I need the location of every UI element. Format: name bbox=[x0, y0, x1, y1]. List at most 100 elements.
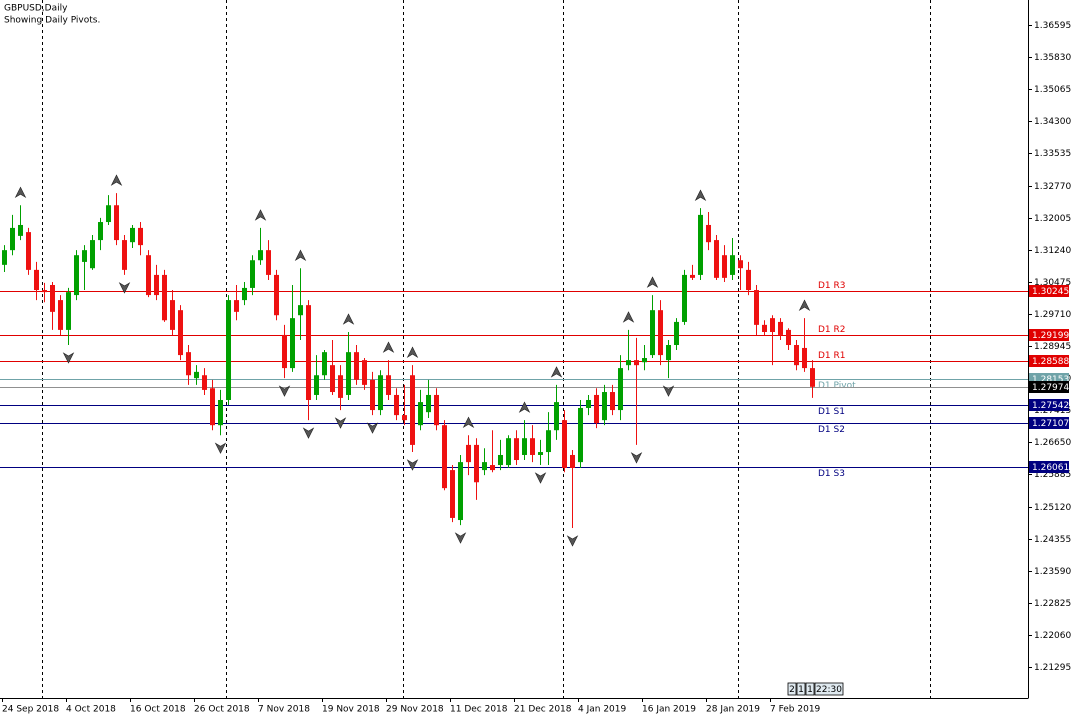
fractal-down bbox=[302, 427, 315, 439]
candle-body bbox=[114, 205, 119, 241]
candle-body bbox=[66, 292, 71, 330]
pivot-box bbox=[1029, 399, 1069, 411]
x-tick-label: 24 Sep 2018 bbox=[2, 705, 59, 715]
fractal-down bbox=[566, 535, 579, 547]
pivot-label: D1 S2 bbox=[818, 425, 845, 435]
candle-body bbox=[538, 452, 543, 455]
fractal-up bbox=[550, 366, 563, 378]
candle-body bbox=[170, 300, 175, 330]
candle-body bbox=[138, 227, 143, 246]
candle-body bbox=[234, 300, 239, 312]
candle-body bbox=[658, 310, 663, 356]
x-tick-label: 7 Feb 2019 bbox=[770, 705, 821, 715]
candle-body bbox=[338, 375, 343, 398]
candle-body bbox=[634, 360, 639, 366]
pivot-box bbox=[1029, 461, 1069, 473]
fractal-down bbox=[454, 532, 467, 544]
x-tick-label: 21 Dec 2018 bbox=[514, 705, 572, 715]
x-tick-label: 19 Nov 2018 bbox=[322, 705, 380, 715]
candle-body bbox=[586, 399, 591, 408]
fractal-down bbox=[366, 422, 379, 434]
y-tick-label: 1.25885 bbox=[1034, 470, 1071, 480]
y-tick-label: 1.32005 bbox=[1034, 214, 1071, 224]
candle-body bbox=[434, 394, 439, 426]
candle-body bbox=[626, 360, 631, 366]
y-tick-label: 1.30475 bbox=[1034, 278, 1071, 288]
y-tick-label: 1.23590 bbox=[1034, 567, 1071, 577]
fractal-up bbox=[518, 401, 531, 413]
chart-subtitle: Showing Daily Pivots. bbox=[4, 16, 100, 26]
candle-body bbox=[498, 454, 503, 466]
candle-body bbox=[218, 399, 223, 426]
pivot-box bbox=[1029, 417, 1069, 429]
candle-body bbox=[402, 415, 407, 421]
pivot-label: D1 R2 bbox=[818, 325, 846, 335]
candle-body bbox=[746, 269, 751, 291]
candle-body bbox=[530, 438, 535, 455]
candle-body bbox=[34, 269, 39, 291]
y-tick-label: 1.36595 bbox=[1034, 21, 1071, 31]
fractal-down bbox=[662, 385, 675, 397]
candle-body bbox=[554, 402, 559, 431]
candle-body bbox=[450, 470, 455, 518]
candle-body bbox=[178, 310, 183, 356]
pivot-value: 1.27542 bbox=[1032, 401, 1069, 411]
timer-text: 2 bbox=[789, 685, 795, 695]
candle-body bbox=[378, 375, 383, 411]
fractal-up bbox=[382, 341, 395, 353]
candle-body bbox=[74, 255, 79, 296]
candle-body bbox=[426, 394, 431, 413]
candle-body bbox=[674, 321, 679, 346]
candle-body bbox=[602, 392, 607, 421]
candle-body bbox=[578, 407, 583, 463]
timer-box bbox=[787, 682, 797, 696]
candle-body bbox=[154, 274, 159, 296]
fractal-up bbox=[14, 186, 27, 199]
candle-body bbox=[146, 255, 151, 296]
candle-body bbox=[594, 394, 599, 424]
candle-body bbox=[570, 454, 575, 468]
fractal-down bbox=[406, 459, 419, 471]
x-tick-label: 4 Jan 2019 bbox=[578, 705, 626, 715]
y-tick-label: 1.31240 bbox=[1034, 246, 1071, 256]
y-tick-label: 1.35830 bbox=[1034, 53, 1071, 63]
candle-body bbox=[298, 305, 303, 316]
candle-body bbox=[98, 222, 103, 241]
candle-body bbox=[754, 290, 759, 325]
candle-body bbox=[506, 438, 511, 466]
pivot-box bbox=[1029, 329, 1069, 341]
candle-body bbox=[730, 255, 735, 275]
y-tick-label: 1.28945 bbox=[1034, 342, 1071, 352]
candle-body bbox=[210, 388, 215, 426]
candle-body bbox=[562, 420, 567, 468]
y-tick-label: 1.35065 bbox=[1034, 85, 1071, 95]
candle-body bbox=[418, 402, 423, 426]
candle-body bbox=[10, 227, 15, 251]
pivot-label: D1 R1 bbox=[818, 351, 846, 361]
candle-body bbox=[722, 255, 727, 278]
candle-body bbox=[474, 444, 479, 483]
candle-body bbox=[202, 375, 207, 390]
y-tick-label: 1.32770 bbox=[1034, 182, 1071, 192]
fractal-down bbox=[214, 442, 227, 454]
y-tick-label: 1.22060 bbox=[1034, 631, 1071, 641]
timer-box bbox=[796, 682, 806, 696]
candle-body bbox=[26, 232, 31, 270]
candle-body bbox=[290, 318, 295, 369]
candle-body bbox=[458, 462, 463, 521]
fractal-down bbox=[534, 472, 547, 484]
timer-box bbox=[805, 682, 815, 696]
y-tick-label: 1.33535 bbox=[1034, 149, 1071, 159]
candle-body bbox=[482, 462, 487, 471]
x-tick-label: 4 Oct 2018 bbox=[66, 705, 116, 715]
candle-body bbox=[690, 274, 695, 278]
candle-body bbox=[58, 300, 63, 330]
x-tick-label: 28 Jan 2019 bbox=[706, 705, 760, 715]
candle-body bbox=[642, 358, 647, 363]
candle-body bbox=[522, 438, 527, 455]
candle-body bbox=[770, 318, 775, 333]
candle-body bbox=[354, 352, 359, 380]
candle-body bbox=[82, 250, 87, 262]
pivot-value: 1.27107 bbox=[1032, 419, 1069, 429]
